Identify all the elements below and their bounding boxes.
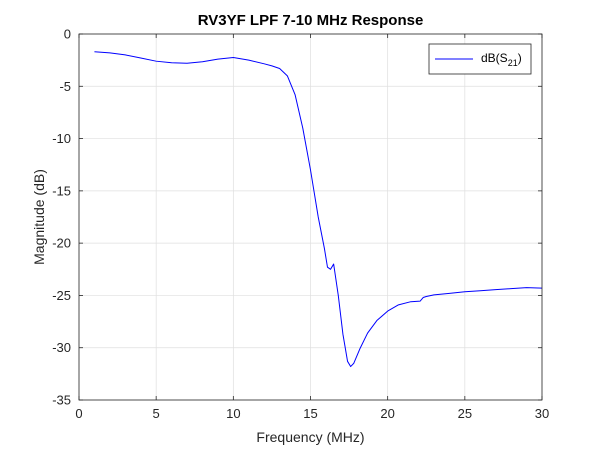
x-tick-label: 15 [303, 406, 317, 421]
legend-label-close: ) [518, 51, 522, 65]
series-layer [94, 51, 543, 368]
x-tick-label: 5 [153, 406, 160, 421]
axis-ticks: 0 5 10 15 20 25 30 0 -5 -10 -15 -20 -25 -30 -35 [52, 27, 549, 422]
chart-title: RV3YF LPF 7-10 MHz Response [198, 12, 424, 29]
series-line-dbs21 [94, 51, 543, 368]
y-tick-label: -20 [52, 236, 71, 251]
y-tick-label: -10 [52, 131, 71, 146]
legend-label-base: dB(S [481, 51, 508, 65]
x-tick-label: 30 [535, 406, 549, 421]
y-tick-label: -30 [52, 340, 71, 355]
x-axis-label: Frequency (MHz) [256, 429, 364, 445]
y-tick-label: -25 [52, 288, 71, 303]
legend: dB(S21) [428, 43, 532, 75]
x-tick-label: 25 [458, 406, 472, 421]
y-tick-label: -5 [59, 79, 71, 94]
x-tick-label: 10 [226, 406, 240, 421]
y-tick-label: -35 [52, 393, 71, 408]
y-tick-label: 0 [64, 27, 71, 42]
legend-label-dbs21: dB(S21) [481, 51, 522, 68]
y-axis-label: Magnitude (dB) [31, 169, 47, 265]
x-tick-label: 0 [75, 406, 82, 421]
y-tick-label: -15 [52, 183, 71, 198]
x-tick-label: 20 [380, 406, 394, 421]
legend-label-subscript: 21 [508, 58, 518, 68]
